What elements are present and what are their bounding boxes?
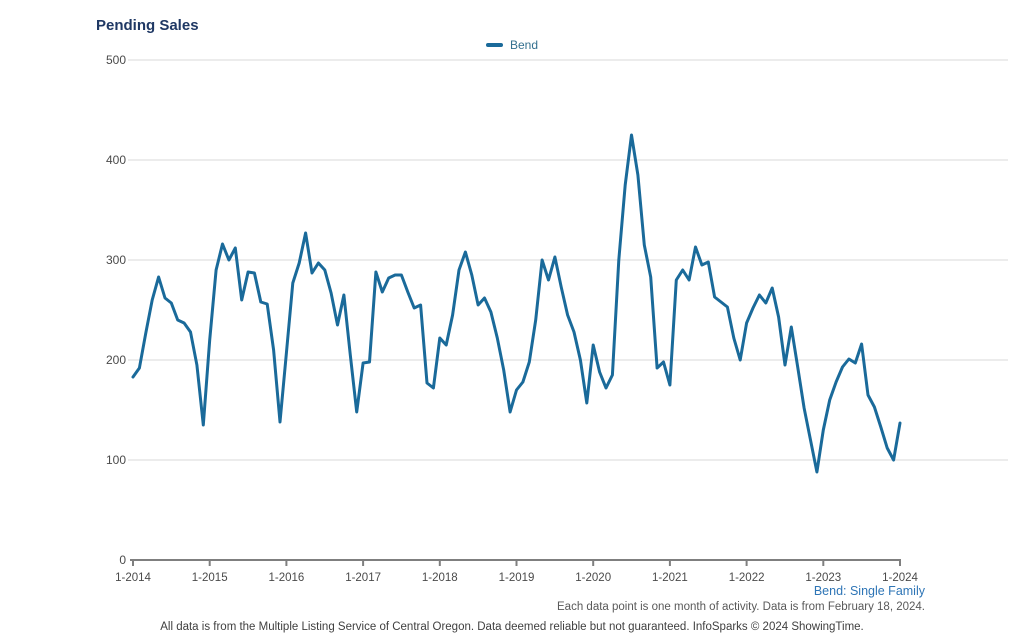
x-tick-label-1-2021: 1-2021	[652, 572, 688, 584]
y-tick-label-400: 400	[106, 153, 126, 167]
bend-series-line[interactable]	[131, 133, 902, 474]
y-tick-label-200: 200	[106, 353, 126, 367]
x-tick-label-1-2014: 1-2014	[115, 572, 151, 584]
y-tick-label-0: 0	[119, 553, 126, 567]
x-tick-label-1-2020: 1-2020	[575, 572, 611, 584]
series-description: Bend: Single Family	[813, 584, 925, 598]
x-tick-label-1-2019: 1-2019	[499, 572, 535, 584]
y-tick-label-500: 500	[106, 53, 126, 67]
legend-line-swatch-icon	[485, 43, 503, 47]
x-tick-label-1-2015: 1-2015	[192, 572, 228, 584]
y-tick-label-100: 100	[106, 453, 126, 467]
x-tick-label-1-2023: 1-2023	[805, 572, 841, 584]
disclaimer: All data is from the Multiple Listing Se…	[160, 621, 864, 633]
x-tick-label-1-2024: 1-2024	[882, 572, 918, 584]
chart-legend[interactable]: Bend	[0, 38, 1024, 52]
x-tick-label-1-2018: 1-2018	[422, 572, 458, 584]
x-tick-label-1-2022: 1-2022	[729, 572, 765, 584]
y-tick-label-300: 300	[106, 253, 126, 267]
x-tick-label-1-2017: 1-2017	[345, 572, 381, 584]
legend-label: Bend	[509, 38, 539, 52]
x-tick-label-1-2016: 1-2016	[268, 572, 304, 584]
chart-title: Pending Sales	[96, 17, 199, 34]
data-note: Each data point is one month of activity…	[557, 601, 925, 613]
